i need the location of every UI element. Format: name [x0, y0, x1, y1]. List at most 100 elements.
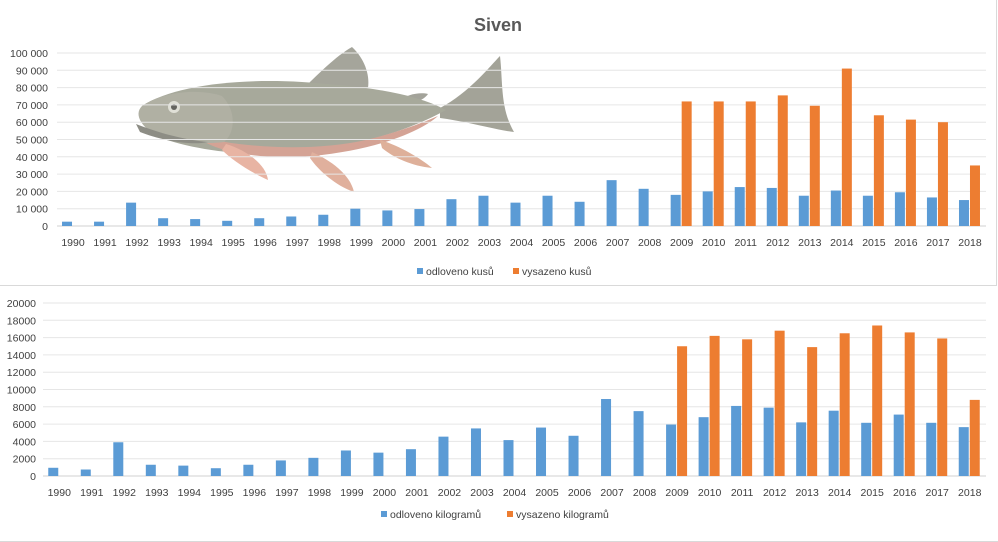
bar-odloveno-1998 [308, 457, 319, 476]
bar-odloveno-2007 [601, 399, 612, 476]
y-tick-label: 70 000 [16, 100, 48, 112]
x-tick-label: 2003 [478, 237, 502, 249]
bar-vysazeno-2014 [839, 333, 850, 476]
x-tick-label: 2005 [542, 237, 566, 249]
x-tick-label: 1996 [243, 487, 267, 499]
x-tick-label: 2000 [373, 487, 397, 499]
bar-odloveno-1994 [178, 465, 189, 476]
x-tick-label: 1990 [61, 237, 85, 249]
y-tick-label: 10000 [7, 385, 36, 397]
x-tick-label: 2013 [795, 487, 819, 499]
bar-odloveno-2001 [414, 209, 425, 226]
bar-odloveno-1996 [254, 218, 265, 226]
brook-trout-illustration [136, 47, 514, 192]
bar-vysazeno-2009 [677, 346, 688, 476]
bar-vysazeno-2014 [841, 68, 852, 226]
bar-odloveno-2014 [830, 190, 841, 226]
x-tick-label: 2003 [470, 487, 494, 499]
y-tick-label: 2000 [13, 454, 37, 466]
bar-odloveno-2003 [478, 195, 489, 226]
bar-odloveno-1995 [222, 220, 233, 226]
bar-odloveno-2002 [438, 436, 449, 476]
x-tick-label: 2017 [926, 487, 950, 499]
x-tick-label: 2008 [638, 237, 662, 249]
bar-odloveno-1997 [286, 216, 297, 226]
bar-odloveno-2007 [606, 180, 617, 226]
bar-odloveno-2010 [702, 191, 713, 226]
x-tick-label: 1993 [145, 487, 169, 499]
bar-vysazeno-2013 [807, 347, 818, 476]
x-tick-label: 2011 [734, 237, 757, 249]
x-tick-label: 1996 [254, 237, 278, 249]
bar-odloveno-2012 [763, 407, 774, 476]
bar-odloveno-2013 [798, 195, 809, 226]
x-tick-label: 2012 [763, 487, 787, 499]
bar-odloveno-1996 [243, 464, 254, 476]
x-tick-label: 2006 [568, 487, 592, 499]
bar-odloveno-2018 [958, 427, 969, 476]
legend-label-vysazeno: vysazeno kilogramů [516, 509, 609, 521]
bar-odloveno-1993 [145, 464, 156, 476]
x-tick-label: 2000 [382, 237, 406, 249]
bar-vysazeno-2017 [937, 338, 948, 476]
y-tick-label: 4000 [13, 436, 37, 448]
bar-odloveno-1990 [62, 221, 73, 226]
bar-odloveno-2009 [666, 424, 677, 476]
bar-odloveno-2004 [503, 440, 514, 476]
legend-swatch-vysazeno [513, 268, 519, 274]
bar-odloveno-2010 [698, 417, 709, 476]
bar-vysazeno-2011 [742, 339, 753, 476]
legend-label-odloveno: odloveno kusů [426, 266, 494, 278]
y-tick-label: 10 000 [16, 204, 48, 216]
x-tick-label: 2009 [670, 237, 694, 249]
bar-odloveno-2018 [958, 200, 969, 226]
bar-odloveno-1995 [210, 468, 221, 476]
bar-odloveno-2008 [633, 411, 644, 476]
x-tick-label: 2004 [510, 237, 534, 249]
x-tick-label: 1992 [125, 237, 149, 249]
y-tick-label: 8000 [13, 402, 37, 414]
bar-vysazeno-2013 [809, 105, 820, 226]
legend-label-vysazeno: vysazeno kusů [522, 266, 592, 278]
bar-vysazeno-2016 [904, 332, 915, 476]
bar-vysazeno-2018 [969, 399, 980, 476]
bar-odloveno-2016 [894, 192, 905, 226]
bar-vysazeno-2012 [777, 95, 788, 226]
bar-odloveno-1991 [80, 469, 91, 476]
bar-odloveno-1999 [350, 208, 361, 226]
bar-odloveno-1997 [275, 460, 286, 476]
bar-vysazeno-2015 [873, 115, 884, 226]
bar-odloveno-2000 [373, 452, 384, 476]
y-tick-label: 12000 [7, 367, 36, 379]
bar-odloveno-1992 [113, 442, 124, 476]
bar-odloveno-2001 [405, 449, 416, 476]
bar-odloveno-2003 [470, 428, 481, 476]
x-tick-label: 2005 [535, 487, 559, 499]
x-tick-label: 2015 [862, 237, 886, 249]
x-tick-label: 1992 [113, 487, 137, 499]
chart-kusy: 0 10 000 20 000 30 000 40 000 50 000 60 000 70 … [10, 15, 986, 278]
x-tick-label: 2015 [861, 487, 885, 499]
x-tick-label: 2017 [926, 237, 950, 249]
x-tick-label: 2014 [830, 237, 854, 249]
y-tick-label: 80 000 [16, 83, 48, 95]
bar-odloveno-2004 [510, 202, 521, 226]
x-tick-label: 2009 [665, 487, 689, 499]
bar-odloveno-2009 [670, 194, 681, 226]
bar-odloveno-2013 [796, 422, 807, 476]
bar-odloveno-2000 [382, 210, 393, 226]
x-tick-label: 2014 [828, 487, 852, 499]
x-tick-label: 2018 [958, 487, 982, 499]
x-tick-label: 1995 [210, 487, 234, 499]
bar-odloveno-1992 [126, 202, 137, 226]
bar-odloveno-2011 [731, 405, 742, 476]
y-tick-label: 50 000 [16, 135, 48, 147]
x-tick-label: 2002 [438, 487, 462, 499]
x-tick-label: 2016 [893, 487, 917, 499]
x-tick-label: 1991 [93, 237, 117, 249]
bar-odloveno-2002 [446, 199, 457, 226]
y-tick-label: 6000 [13, 419, 37, 431]
bar-odloveno-2008 [638, 188, 649, 226]
x-tick-label: 1999 [350, 237, 374, 249]
bar-odloveno-1998 [318, 214, 329, 226]
